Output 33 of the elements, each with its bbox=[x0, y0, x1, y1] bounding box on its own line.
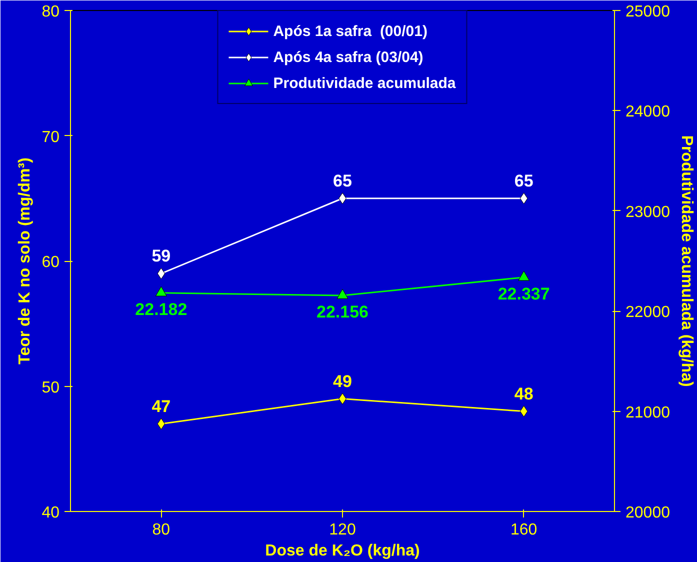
y-axis-title: Teor de K no solo (mg/dm³) bbox=[16, 158, 34, 364]
y-tick-label: 40 bbox=[42, 504, 60, 522]
y2-tick-label: 25000 bbox=[626, 4, 670, 20]
y2-tick-label: 23000 bbox=[626, 204, 670, 221]
y2-tick-label: 20000 bbox=[626, 504, 670, 522]
data-label: 47 bbox=[152, 396, 171, 416]
point bbox=[157, 418, 166, 430]
y-tick-label: 80 bbox=[42, 4, 60, 20]
point bbox=[520, 406, 528, 418]
x-tick-label: 80 bbox=[152, 522, 170, 538]
x-axis-title: Dose de K₂O (kg/ha) bbox=[265, 542, 420, 560]
data-label: 22.337 bbox=[498, 284, 550, 304]
point bbox=[157, 268, 166, 280]
x-tick-label: 120 bbox=[329, 522, 356, 538]
x-tick-label: 160 bbox=[510, 522, 538, 538]
data-label: 22.156 bbox=[316, 302, 368, 322]
y2-tick-label: 24000 bbox=[626, 104, 670, 121]
y2-tick-label: 22000 bbox=[626, 304, 670, 322]
data-label: 49 bbox=[333, 372, 352, 391]
data-label: 48 bbox=[514, 384, 534, 404]
legend-label: Após 1a safra (00/01) bbox=[273, 22, 428, 40]
y-tick-label: 70 bbox=[42, 128, 60, 146]
y2-tick-label: 21000 bbox=[626, 404, 670, 422]
legend-label: Produtividade acumulada bbox=[273, 74, 456, 92]
data-label: 65 bbox=[333, 171, 352, 190]
legend-label: Após 4a safra (03/04) bbox=[273, 48, 424, 66]
data-label: 65 bbox=[514, 171, 534, 190]
data-label: 22.182 bbox=[135, 300, 188, 319]
point bbox=[520, 192, 528, 204]
y-tick-label: 50 bbox=[42, 379, 60, 396]
y-tick-label: 60 bbox=[42, 254, 60, 271]
data-label: 59 bbox=[152, 246, 171, 266]
y2-axis-title: Produtividade acumulada (kg/ha) bbox=[678, 135, 695, 387]
